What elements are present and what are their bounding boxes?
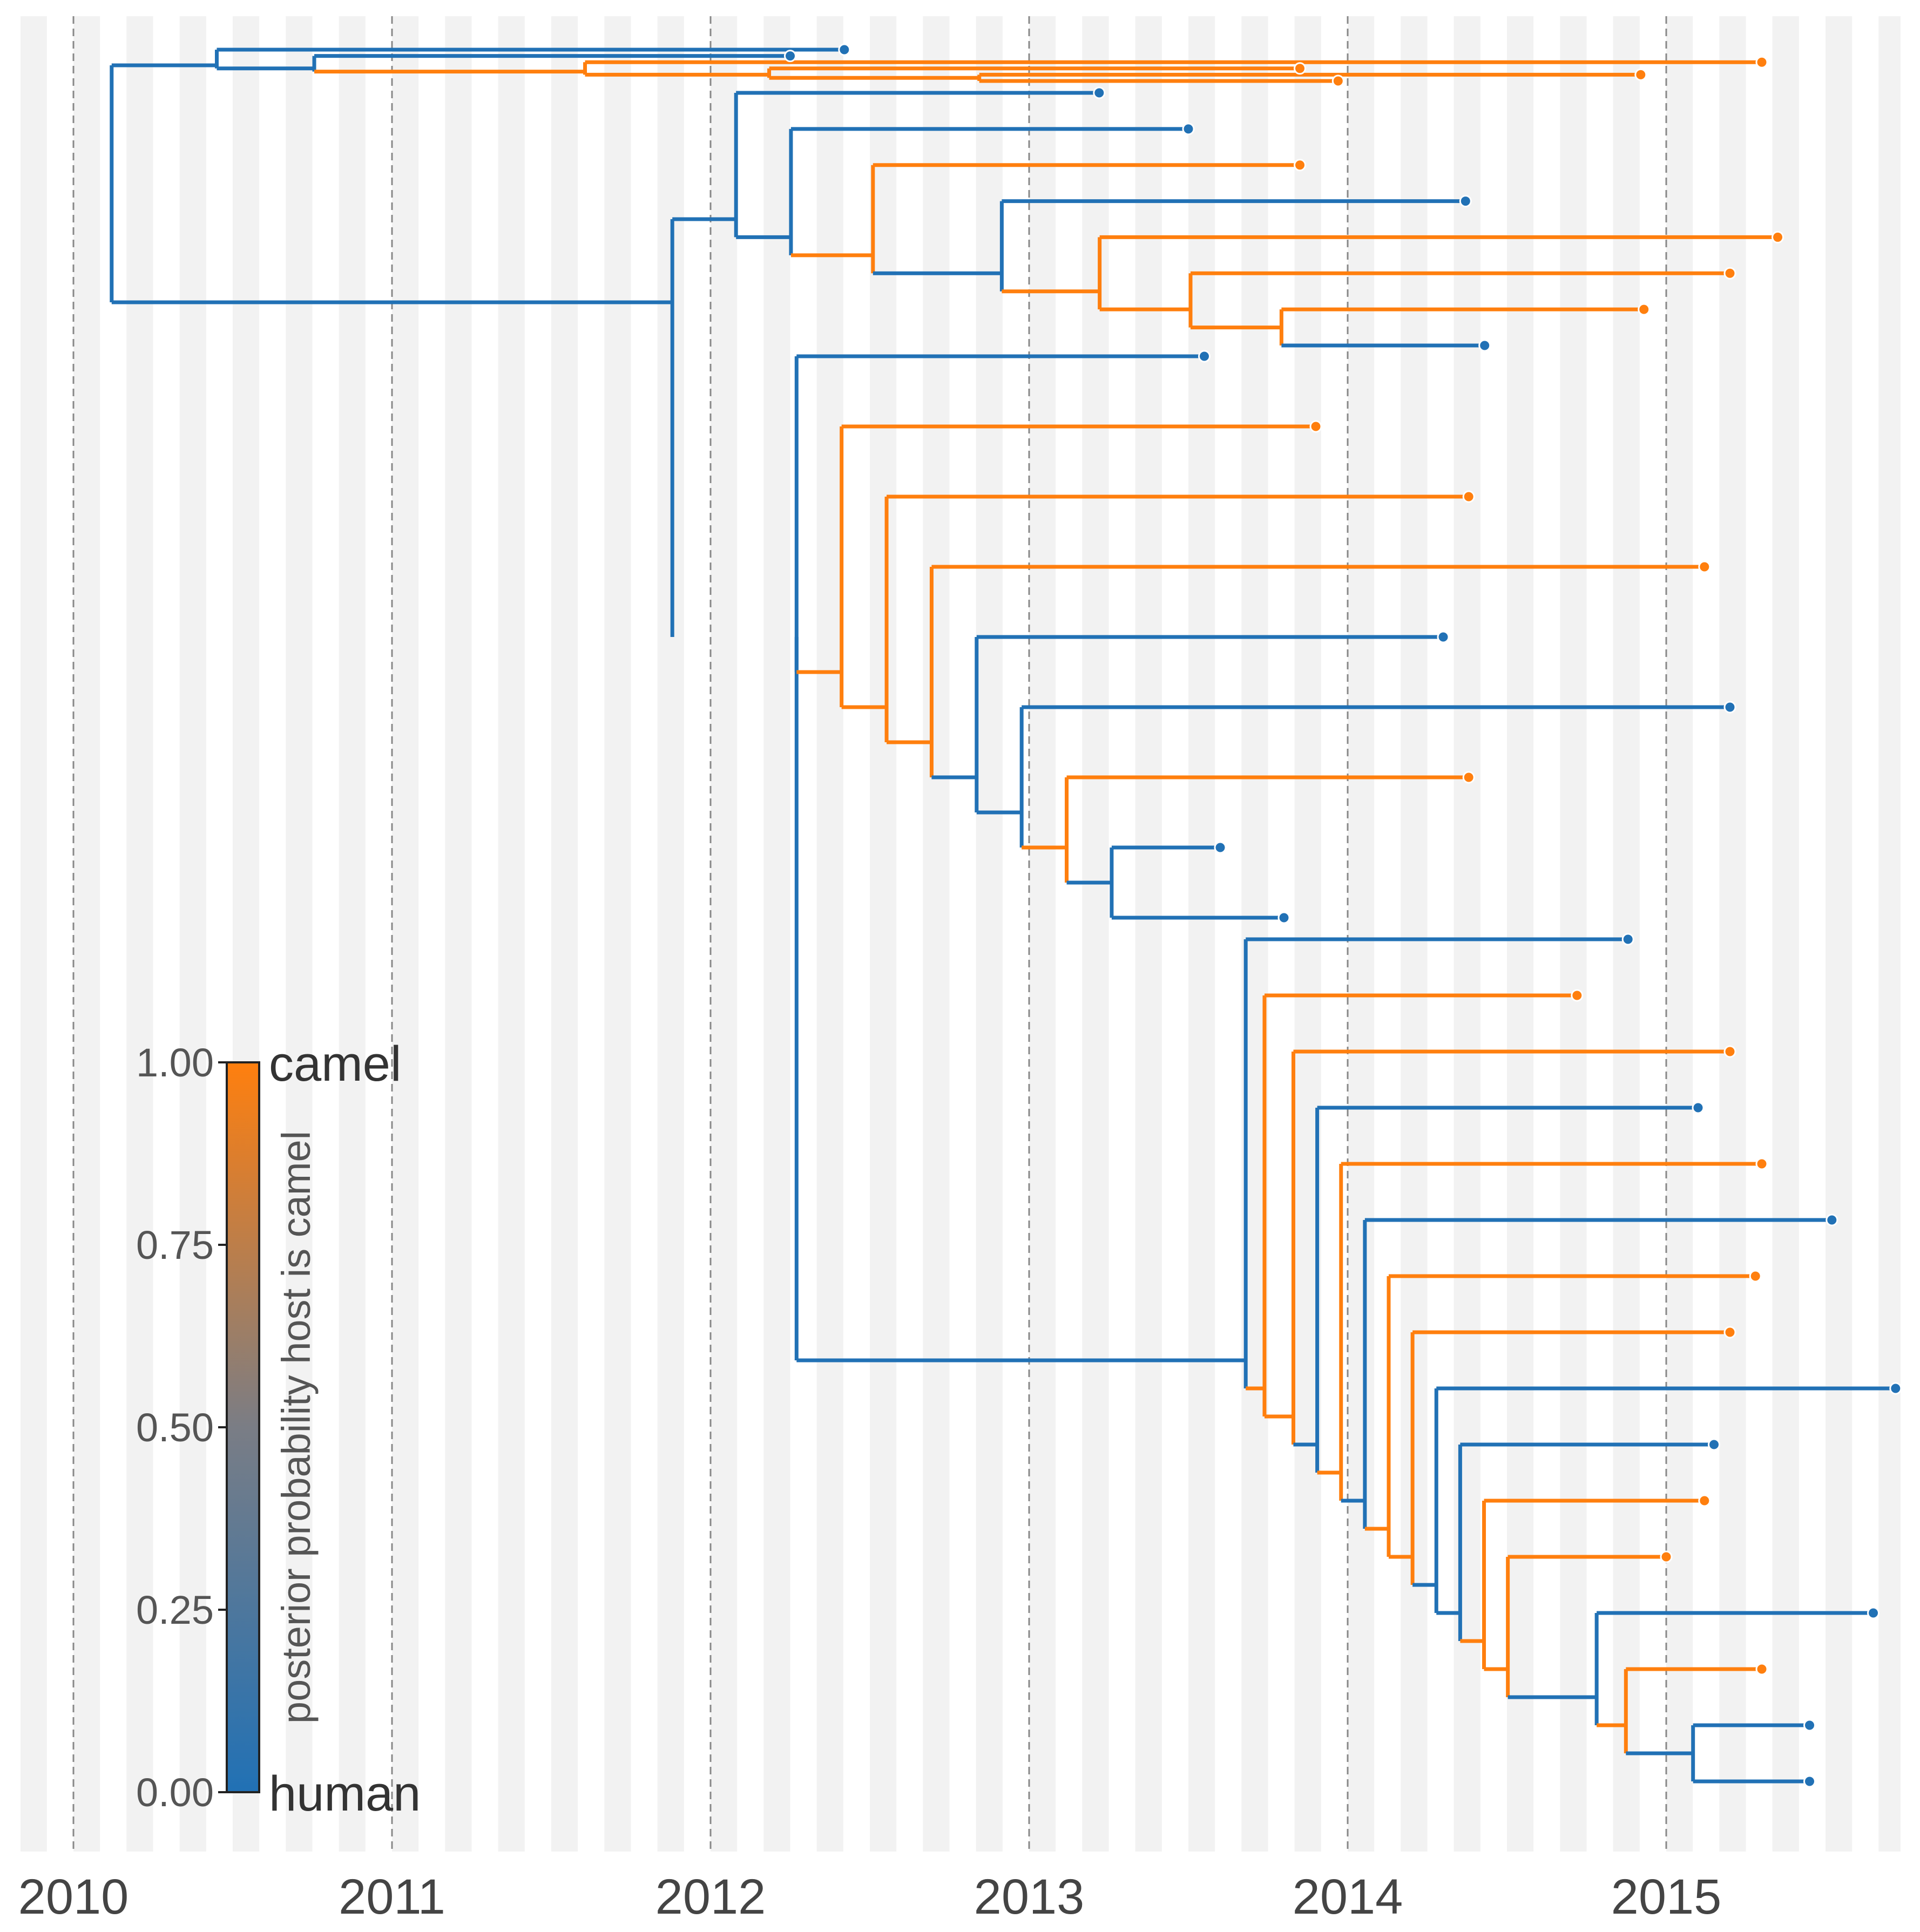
tip-point [1723, 1326, 1736, 1339]
month-band [1135, 16, 1162, 1852]
month-band [445, 16, 472, 1852]
tip-point [1692, 1101, 1705, 1114]
tip-point [784, 50, 796, 63]
month-band [1029, 16, 1056, 1852]
tip-point [1698, 1494, 1711, 1507]
month-band [1188, 16, 1215, 1852]
month-band [392, 16, 419, 1852]
month-band [1826, 16, 1853, 1852]
x-tick-label: 2015 [1611, 1869, 1722, 1924]
tip-point [1803, 1775, 1816, 1788]
colorbar-title: posterior probability host is camel [274, 1131, 319, 1724]
year-gridlines [72, 16, 1667, 1852]
month-band [339, 16, 366, 1852]
month-band [1560, 16, 1587, 1852]
tip-point [1093, 86, 1106, 99]
month-band [21, 16, 47, 1852]
tip-point [1309, 420, 1322, 433]
month-band [604, 16, 631, 1852]
month-band [1348, 16, 1375, 1852]
tip-point [1331, 74, 1344, 87]
colorbar-tick-label: 0.75 [136, 1223, 214, 1267]
colorbar-tick-label: 0.25 [136, 1588, 214, 1632]
tip-point [1889, 1382, 1902, 1395]
tip-point [1214, 841, 1227, 854]
x-tick-label: 2013 [974, 1869, 1085, 1924]
x-tick-label: 2011 [339, 1869, 445, 1924]
month-band [551, 16, 578, 1852]
month-band [1241, 16, 1268, 1852]
tip-point [1571, 989, 1584, 1002]
x-tick-label: 2012 [655, 1869, 766, 1924]
colorbar-low-label: human [269, 1766, 421, 1821]
x-axis-tick-labels: 2010 2011 2012 2013 2014 2015 [18, 1869, 1722, 1924]
tip-point [1294, 62, 1306, 75]
colorbar-tick-label: 0.00 [136, 1770, 214, 1815]
tip-point [1182, 123, 1195, 135]
month-band [711, 16, 738, 1852]
tip-point [1294, 159, 1306, 172]
tip-point [1621, 933, 1634, 946]
tip-point [1638, 303, 1651, 316]
tip-point [1772, 231, 1784, 243]
month-band [923, 16, 950, 1852]
tip-point [1803, 1719, 1816, 1732]
month-band [763, 16, 790, 1852]
colorbar-high-label: camel [269, 1036, 401, 1092]
tip-point [1826, 1214, 1838, 1226]
tip-point [1462, 771, 1475, 784]
tip-point [1708, 1438, 1720, 1451]
x-tick-label: 2014 [1293, 1869, 1403, 1924]
month-band [976, 16, 1003, 1852]
month-band [870, 16, 897, 1852]
colorbar-tick-label: 1.00 [136, 1040, 214, 1085]
tip-point [1755, 1157, 1768, 1170]
month-band [1294, 16, 1321, 1852]
tip-point [1723, 1045, 1736, 1058]
month-band [126, 16, 153, 1852]
tree-tips [784, 43, 1902, 1788]
tip-point [1437, 631, 1450, 643]
tree-branches [110, 48, 1896, 1784]
month-band [1772, 16, 1799, 1852]
month-band [1878, 16, 1901, 1852]
colorbar-gradient [226, 1061, 260, 1793]
month-band [498, 16, 525, 1852]
tip-point [1867, 1606, 1880, 1619]
tip-point [1755, 1663, 1768, 1676]
month-band [1666, 16, 1693, 1852]
colorbar-ticks: 0.00 0.25 0.50 0.75 1.00 [136, 1040, 227, 1815]
tip-point [1660, 1550, 1673, 1563]
tip-point [1755, 56, 1768, 69]
tip-point [1277, 911, 1290, 924]
x-tick-label: 2010 [18, 1869, 129, 1924]
tip-point [1698, 560, 1711, 573]
tip-point [1198, 350, 1211, 363]
tip-point [838, 43, 851, 56]
month-band [179, 16, 206, 1852]
tip-point [1459, 195, 1472, 208]
colorbar-tick-label: 0.50 [136, 1405, 214, 1450]
tip-point [1723, 701, 1736, 714]
tip-point [1478, 339, 1491, 352]
tip-point [1749, 1270, 1762, 1283]
month-band [1082, 16, 1109, 1852]
month-band [816, 16, 843, 1852]
colorbar-legend: 0.00 0.25 0.50 0.75 1.00 camel human posteri… [136, 1036, 421, 1821]
month-bands [21, 16, 1901, 1852]
month-band [1719, 16, 1746, 1852]
tip-point [1462, 490, 1475, 503]
month-band [1507, 16, 1534, 1852]
month-band [1453, 16, 1480, 1852]
tip-point [1723, 267, 1736, 280]
month-band [73, 16, 100, 1852]
month-band [286, 16, 313, 1852]
tip-point [1634, 68, 1647, 81]
